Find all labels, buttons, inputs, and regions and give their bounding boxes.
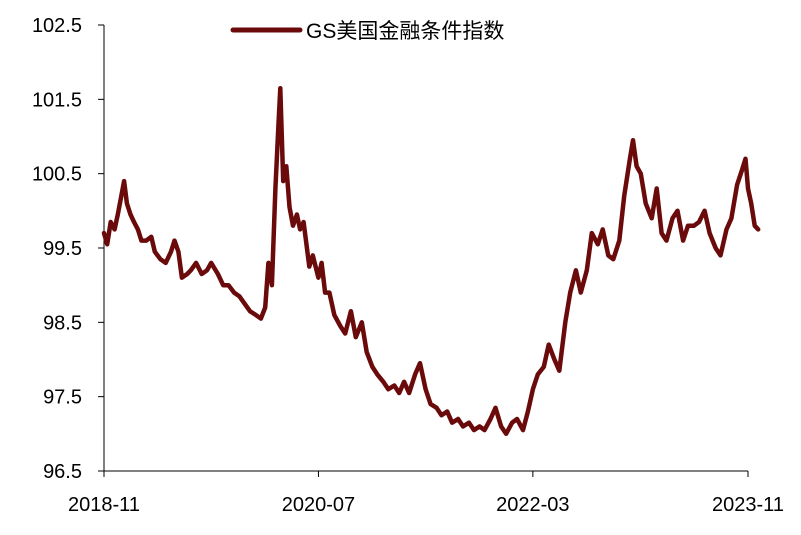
axes: 96.5 97.5 98.5 99.5 100.5 101.5 102.5 2018-11 20…	[32, 15, 784, 516]
y-tick-label: 99.5	[43, 238, 82, 260]
y-tick-label: 96.5	[43, 461, 82, 483]
y-tick-label: 97.5	[43, 387, 82, 409]
series-line-0	[101, 85, 761, 437]
x-tick-label: 2018-11	[68, 494, 140, 516]
x-tick-label: 2022-03	[496, 494, 569, 516]
series-layer	[101, 85, 761, 437]
y-tick-label: 98.5	[43, 312, 82, 334]
legend: GS美国金融条件指数	[230, 20, 504, 43]
y-tick-label: 102.5	[32, 15, 82, 37]
x-tick-label: 2023-11	[712, 494, 784, 516]
legend-label: GS美国金融条件指数	[306, 20, 504, 43]
y-tick-label: 100.5	[32, 164, 82, 186]
y-tick-label: 101.5	[32, 89, 82, 111]
x-tick-label: 2020-07	[282, 494, 355, 516]
